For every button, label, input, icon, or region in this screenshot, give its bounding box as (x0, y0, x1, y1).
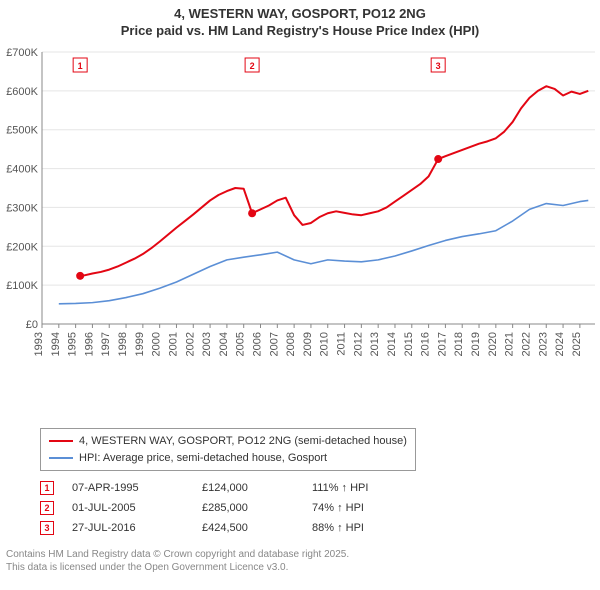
svg-text:2015: 2015 (403, 332, 415, 356)
legend-swatch (49, 457, 73, 459)
sale-marker-icon: 1 (40, 481, 54, 495)
legend-item: HPI: Average price, semi-detached house,… (49, 450, 407, 467)
svg-text:1993: 1993 (33, 332, 45, 356)
svg-text:1994: 1994 (50, 332, 62, 356)
svg-text:2018: 2018 (453, 332, 465, 356)
svg-text:2001: 2001 (167, 332, 179, 356)
sale-price: £424,500 (202, 522, 312, 534)
sale-hpi: 74% ↑ HPI (312, 502, 412, 514)
svg-text:1996: 1996 (83, 332, 95, 356)
svg-text:3: 3 (436, 61, 441, 71)
sale-hpi: 111% ↑ HPI (312, 482, 412, 494)
sale-price: £124,000 (202, 482, 312, 494)
svg-text:2016: 2016 (420, 332, 432, 356)
table-row: 3 27-JUL-2016 £424,500 88% ↑ HPI (40, 518, 412, 538)
svg-text:2009: 2009 (302, 332, 314, 356)
table-row: 1 07-APR-1995 £124,000 111% ↑ HPI (40, 478, 412, 498)
svg-text:2012: 2012 (352, 332, 364, 356)
svg-text:2013: 2013 (369, 332, 381, 356)
svg-text:2024: 2024 (554, 332, 566, 356)
chart-title-line2: Price paid vs. HM Land Registry's House … (0, 23, 600, 40)
sale-marker-icon: 3 (40, 521, 54, 535)
svg-text:2011: 2011 (336, 332, 348, 356)
svg-text:2017: 2017 (436, 332, 448, 356)
legend: 4, WESTERN WAY, GOSPORT, PO12 2NG (semi-… (40, 428, 416, 471)
svg-text:2019: 2019 (470, 332, 482, 356)
svg-text:2: 2 (250, 61, 255, 71)
attribution-line: This data is licensed under the Open Gov… (6, 561, 349, 574)
attribution-line: Contains HM Land Registry data © Crown c… (6, 548, 349, 561)
svg-text:2014: 2014 (386, 332, 398, 356)
svg-text:2006: 2006 (252, 332, 264, 356)
svg-text:2010: 2010 (319, 332, 331, 356)
legend-item: 4, WESTERN WAY, GOSPORT, PO12 2NG (semi-… (49, 433, 407, 450)
svg-text:£0: £0 (26, 319, 38, 331)
svg-text:2002: 2002 (184, 332, 196, 356)
svg-text:2005: 2005 (235, 332, 247, 356)
chart-title-line1: 4, WESTERN WAY, GOSPORT, PO12 2NG (0, 6, 600, 23)
sale-date: 01-JUL-2005 (72, 502, 202, 514)
svg-text:1998: 1998 (117, 332, 129, 356)
svg-text:2007: 2007 (268, 332, 280, 356)
table-row: 2 01-JUL-2005 £285,000 74% ↑ HPI (40, 498, 412, 518)
svg-text:2008: 2008 (285, 332, 297, 356)
legend-label: HPI: Average price, semi-detached house,… (79, 450, 327, 467)
svg-text:£400K: £400K (6, 164, 38, 176)
svg-text:2000: 2000 (151, 332, 163, 356)
svg-text:2003: 2003 (201, 332, 213, 356)
svg-text:2020: 2020 (487, 332, 499, 356)
sale-date: 27-JUL-2016 (72, 522, 202, 534)
attribution: Contains HM Land Registry data © Crown c… (6, 548, 349, 574)
sale-date: 07-APR-1995 (72, 482, 202, 494)
chart-area: £0 £100K £200K £300K £400K £500K £600K £700K 199… (0, 44, 600, 384)
svg-text:£200K: £200K (6, 241, 38, 253)
svg-text:1999: 1999 (134, 332, 146, 356)
svg-text:1997: 1997 (100, 332, 112, 356)
svg-text:2021: 2021 (504, 332, 516, 356)
svg-text:£100K: £100K (6, 280, 38, 292)
svg-text:£600K: £600K (6, 86, 38, 98)
sale-marker-icon: 2 (40, 501, 54, 515)
legend-label: 4, WESTERN WAY, GOSPORT, PO12 2NG (semi-… (79, 433, 407, 450)
sale-price: £285,000 (202, 502, 312, 514)
svg-text:1: 1 (78, 61, 83, 71)
sale-hpi: 88% ↑ HPI (312, 522, 412, 534)
svg-text:£700K: £700K (6, 47, 38, 59)
legend-swatch (49, 440, 73, 442)
svg-text:£300K: £300K (6, 202, 38, 214)
svg-text:2023: 2023 (537, 332, 549, 356)
sales-table: 1 07-APR-1995 £124,000 111% ↑ HPI 2 01-J… (40, 478, 412, 538)
svg-text:1995: 1995 (67, 332, 79, 356)
svg-text:2022: 2022 (520, 332, 532, 356)
svg-text:2025: 2025 (571, 332, 583, 356)
svg-text:£500K: £500K (6, 125, 38, 137)
svg-text:2004: 2004 (218, 332, 230, 356)
